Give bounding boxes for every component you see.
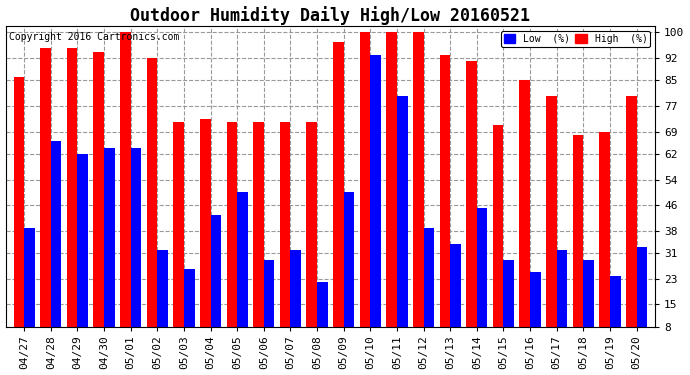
Bar	[504, 260, 514, 352]
Bar	[371, 55, 381, 352]
Bar	[290, 250, 301, 352]
Bar	[424, 228, 434, 352]
Bar	[184, 269, 195, 352]
Bar	[40, 48, 51, 352]
Bar	[520, 81, 530, 352]
Bar	[477, 209, 487, 352]
Bar	[77, 154, 88, 352]
Title: Outdoor Humidity Daily High/Low 20160521: Outdoor Humidity Daily High/Low 20160521	[130, 6, 531, 24]
Bar	[226, 122, 237, 352]
Bar	[344, 192, 355, 352]
Bar	[386, 33, 397, 352]
Text: Copyright 2016 Cartronics.com: Copyright 2016 Cartronics.com	[9, 32, 179, 42]
Bar	[130, 148, 141, 352]
Bar	[359, 33, 371, 352]
Bar	[264, 260, 275, 352]
Bar	[493, 125, 504, 352]
Bar	[573, 135, 583, 352]
Bar	[450, 243, 461, 352]
Bar	[253, 122, 264, 352]
Bar	[120, 33, 130, 352]
Bar	[200, 119, 210, 352]
Bar	[104, 148, 115, 352]
Bar	[279, 122, 290, 352]
Bar	[51, 141, 61, 352]
Bar	[93, 52, 104, 352]
Bar	[147, 58, 157, 352]
Bar	[237, 192, 248, 352]
Legend: Low  (%), High  (%): Low (%), High (%)	[501, 31, 650, 47]
Bar	[530, 272, 541, 352]
Bar	[557, 250, 567, 352]
Bar	[317, 282, 328, 352]
Bar	[67, 48, 77, 352]
Bar	[626, 96, 637, 352]
Bar	[466, 61, 477, 352]
Bar	[333, 42, 344, 352]
Bar	[583, 260, 594, 352]
Bar	[546, 96, 557, 352]
Bar	[599, 132, 610, 352]
Bar	[440, 55, 450, 352]
Bar	[637, 247, 647, 352]
Bar	[173, 122, 184, 352]
Bar	[610, 276, 620, 352]
Bar	[210, 215, 221, 352]
Bar	[397, 96, 408, 352]
Bar	[14, 77, 24, 352]
Bar	[157, 250, 168, 352]
Bar	[306, 122, 317, 352]
Bar	[24, 228, 34, 352]
Bar	[413, 33, 424, 352]
